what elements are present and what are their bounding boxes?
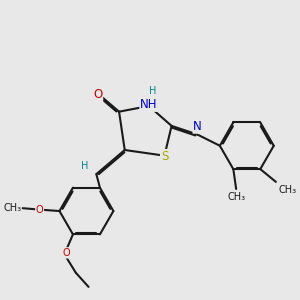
Text: CH₃: CH₃ [3, 203, 21, 213]
Text: H: H [81, 161, 88, 171]
Text: S: S [161, 150, 168, 163]
Text: N: N [193, 120, 202, 133]
Text: O: O [36, 205, 43, 214]
Text: CH₃: CH₃ [279, 185, 297, 195]
Text: O: O [93, 88, 102, 101]
Text: H: H [149, 86, 157, 96]
Text: CH₃: CH₃ [227, 192, 245, 203]
Text: NH: NH [140, 98, 158, 111]
Text: O: O [62, 248, 70, 258]
